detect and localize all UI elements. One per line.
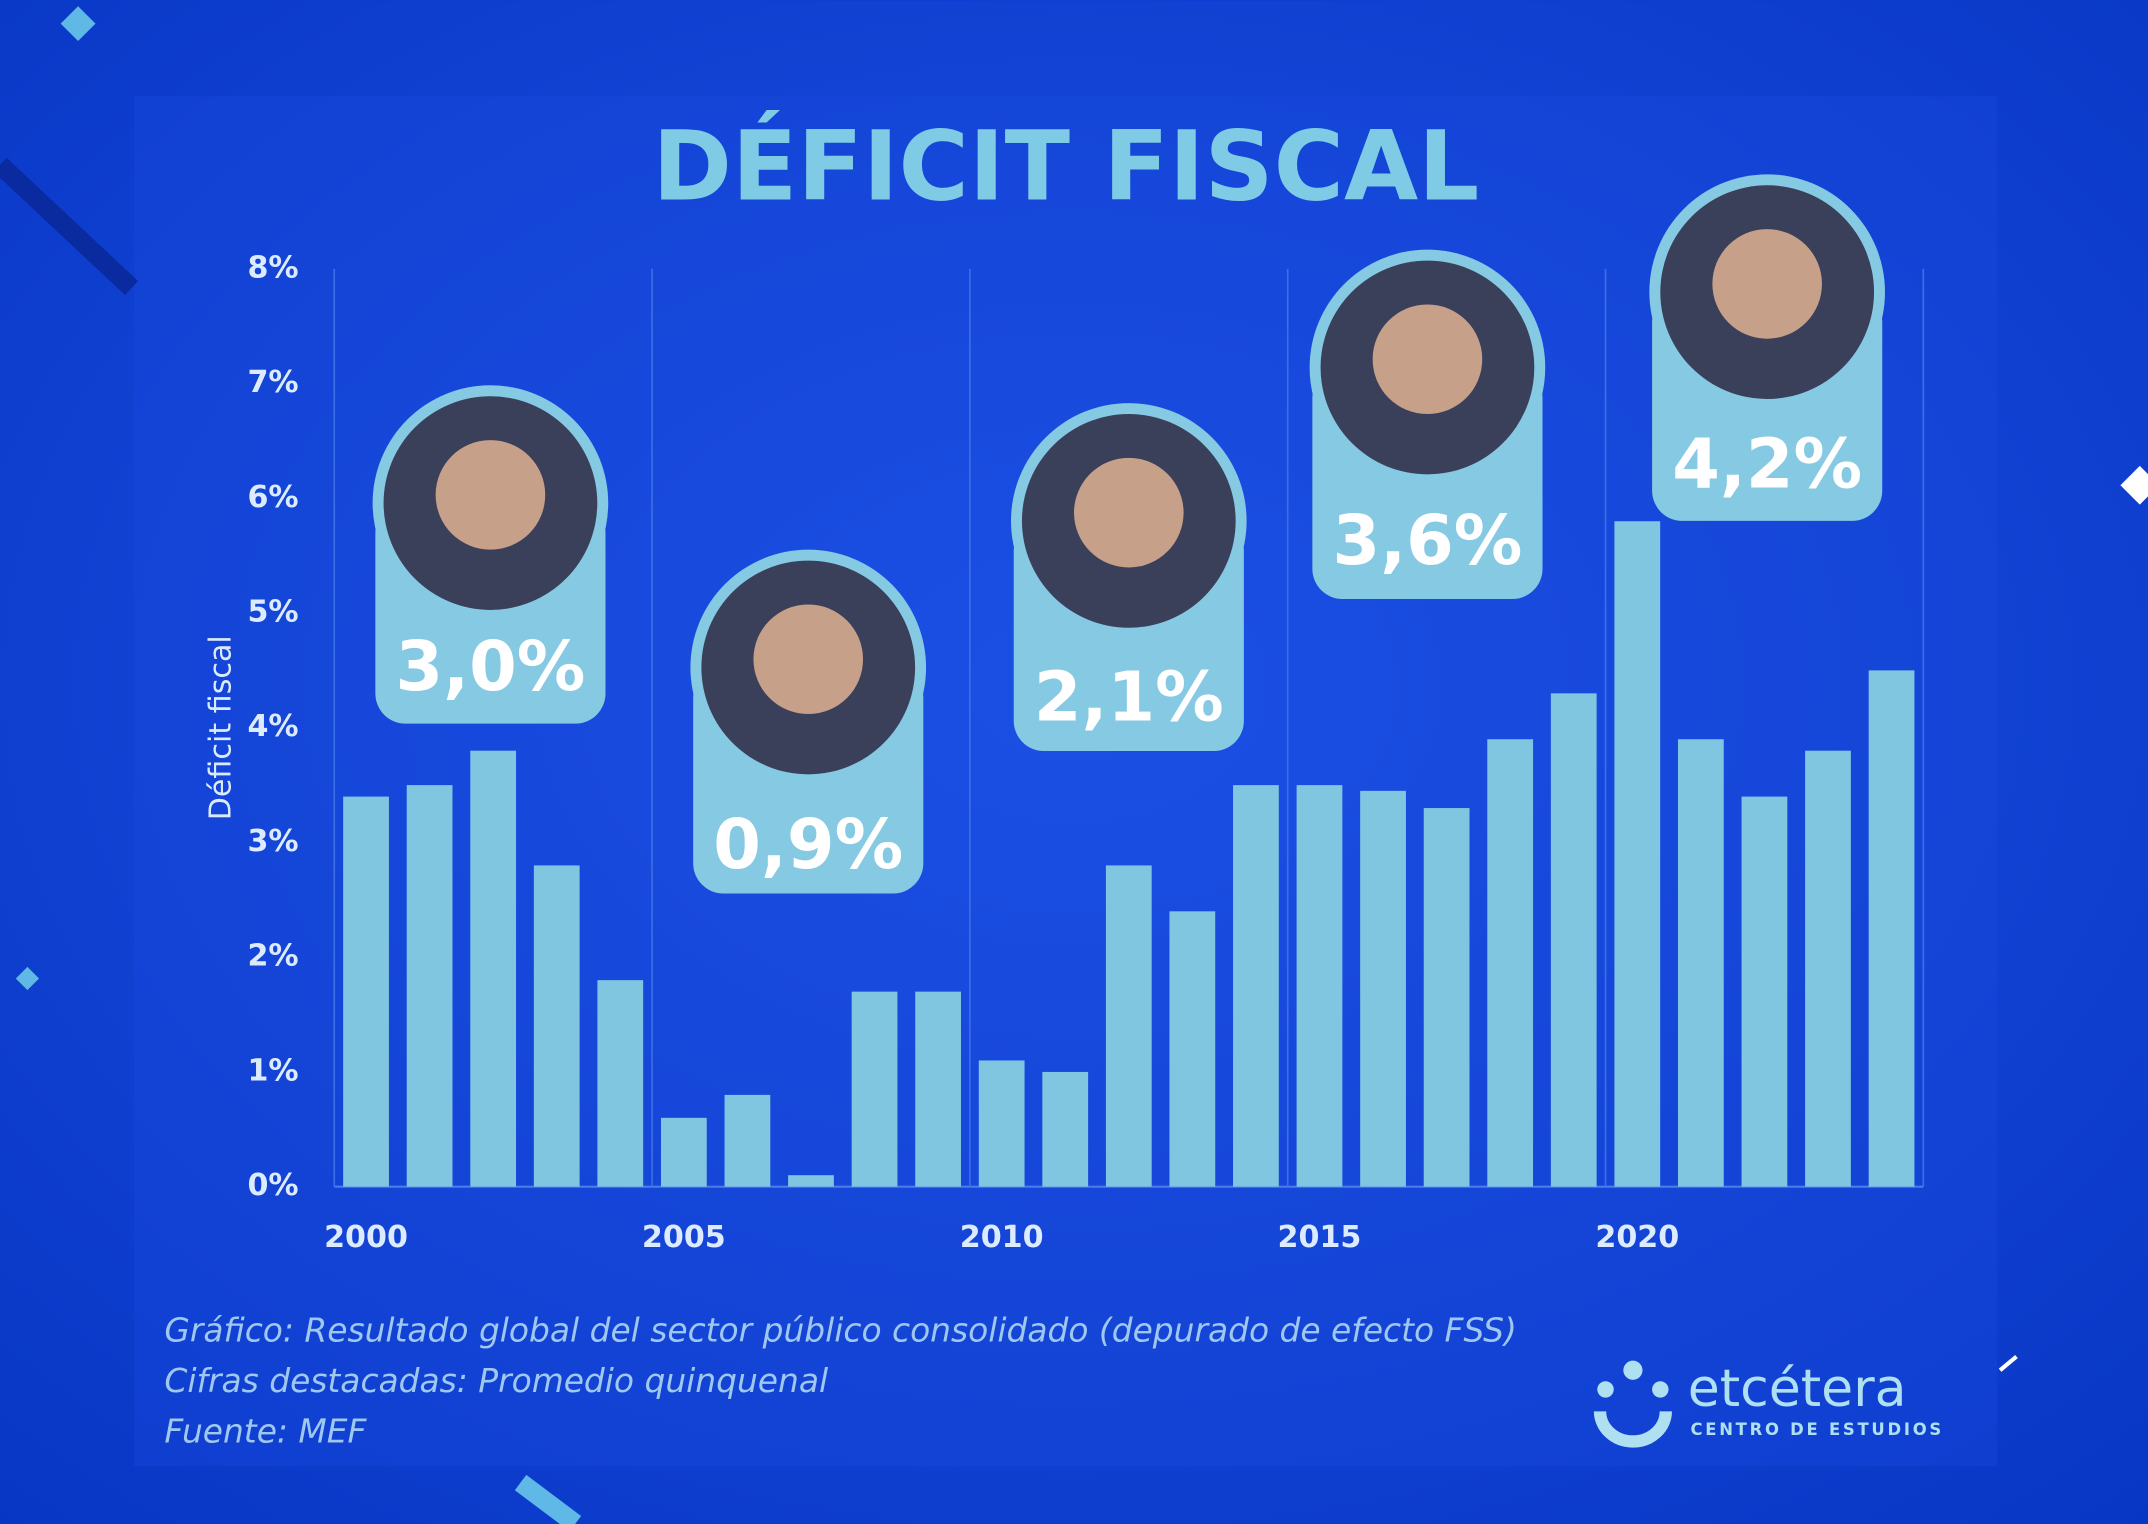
note: Fuente: MEF [164,1412,367,1451]
decor [1998,1354,2018,1372]
decor [514,1474,582,1524]
bar [1868,670,1915,1187]
bar [1233,785,1279,1187]
highlights: 3,0% 0,9% 2,1% 3,6% 4,2% [372,174,1885,894]
portrait-face [1712,229,1822,339]
y-tick-label: 1% [247,1053,298,1088]
bar [1169,911,1216,1187]
x-tick-label: 2005 [642,1220,726,1255]
portrait-face [435,440,546,550]
y-tick-label: 0% [247,1168,298,1203]
bar [1360,790,1406,1187]
bar [1677,739,1724,1187]
x-tick-label: 2000 [324,1220,408,1255]
bar [788,1175,834,1187]
highlight-label: 3,0% [395,627,585,707]
bar [1487,739,1534,1187]
bar [1105,865,1152,1187]
x-tick-label: 2015 [1278,1220,1362,1255]
highlight-label: 2,1% [1034,657,1224,737]
bar [533,865,580,1187]
bar [343,796,389,1187]
x-tick-label: 2020 [1595,1220,1679,1255]
decor [15,966,40,991]
bar [1741,796,1788,1187]
bar [1550,693,1597,1187]
portrait-face [753,604,864,715]
bar [724,1094,771,1187]
portrait-face [1372,304,1483,415]
logo-smile [1593,1410,1672,1448]
y-tick-label: 6% [247,480,298,515]
logo-dot [1652,1381,1669,1398]
bar [1296,785,1343,1187]
bar [660,1117,707,1187]
logo-subtitle: CENTRO DE ESTUDIOS [1690,1420,1944,1439]
y-axis-label: Déficit fiscal [203,635,238,820]
bar [915,991,961,1187]
bar [851,991,898,1187]
note: Gráfico: Resultado global del sector púb… [164,1310,1516,1349]
y-tick-label: 2% [247,939,298,974]
logo-dot [1623,1360,1643,1380]
x-tick-label: 2010 [960,1220,1044,1255]
y-tick-label: 8% [247,250,298,285]
highlight-label: 3,6% [1332,501,1522,581]
note: Cifras destacadas: Promedio quinquenal [164,1361,828,1400]
decor [0,157,139,296]
bar [1423,808,1470,1187]
bar [597,980,644,1187]
highlight-label: 0,9% [713,805,903,885]
bars [343,521,1915,1187]
highlight-label: 4,2% [1672,424,1862,504]
y-tick-label: 4% [247,709,298,744]
bar [978,1060,1025,1187]
bar [470,750,517,1187]
bar [1042,1071,1089,1187]
logo: etcétera CENTRO DE ESTUDIOS [1593,1359,1944,1448]
logo-dot [1597,1381,1614,1398]
bar [1614,521,1661,1187]
logo-name: etcétera [1688,1359,1907,1419]
y-tick-label: 5% [247,595,298,630]
decor [2120,465,2148,505]
chart-title: DÉFICIT FISCAL [652,109,1479,222]
y-tick-label: 3% [247,824,298,859]
bar [406,785,453,1187]
bar [1805,750,1851,1187]
portrait-face [1074,457,1184,568]
y-tick-label: 7% [247,365,298,400]
